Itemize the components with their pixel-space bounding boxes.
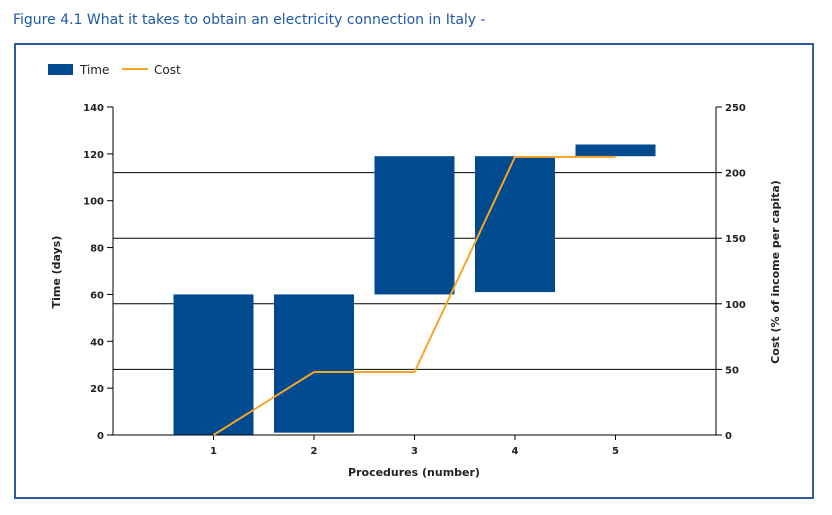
legend-time-swatch: [48, 64, 73, 75]
y-left-tick-label: 100: [83, 197, 104, 208]
legend-time-label: Time: [79, 63, 109, 77]
y-right-tick-label: 200: [725, 169, 746, 180]
time-bar: [475, 156, 555, 293]
time-bar: [274, 294, 354, 433]
figure-title: Figure 4.1 What it takes to obtain an el…: [13, 12, 486, 28]
y-left-tick-label: 60: [90, 290, 104, 301]
time-bar: [173, 294, 254, 435]
axes: 0 20 40 60 80 100 120 140 0 50 100 150 200 250 1 2 3 4 5: [83, 103, 746, 457]
y-left-tick-label: 140: [83, 103, 104, 114]
y-right-tick-label: 150: [725, 234, 746, 245]
y-right-tick-label: 250: [725, 103, 746, 114]
y-left-tick-label: 120: [83, 150, 104, 161]
chart-frame: [14, 43, 814, 499]
x-tick-label: 1: [210, 446, 217, 457]
x-axis-title: Procedures (number): [348, 466, 480, 479]
y-axis-left-title: Time (days): [50, 236, 63, 309]
cost-line: [212, 155, 616, 436]
y-left-tick-label: 40: [90, 337, 104, 348]
legend: Time Cost: [48, 63, 181, 77]
y-right-tick-label: 0: [725, 431, 732, 442]
x-tick-label: 4: [512, 446, 519, 457]
x-tick-label: 5: [612, 446, 619, 457]
y-left-tick-label: 0: [97, 431, 104, 442]
y-left-tick-label: 80: [90, 244, 104, 255]
time-bars: [173, 144, 656, 435]
x-tick-label: 3: [411, 446, 418, 457]
y-left-tick-label: 20: [90, 384, 104, 395]
legend-cost-label: Cost: [154, 63, 181, 77]
time-bar: [575, 144, 656, 157]
y-axis-right-title: Cost (% of income per capita): [769, 180, 782, 364]
x-tick-label: 2: [311, 446, 318, 457]
y-right-tick-label: 100: [725, 300, 746, 311]
y-right-tick-label: 50: [725, 365, 739, 376]
time-bar: [374, 156, 455, 295]
cost-series-line: [212, 155, 616, 436]
